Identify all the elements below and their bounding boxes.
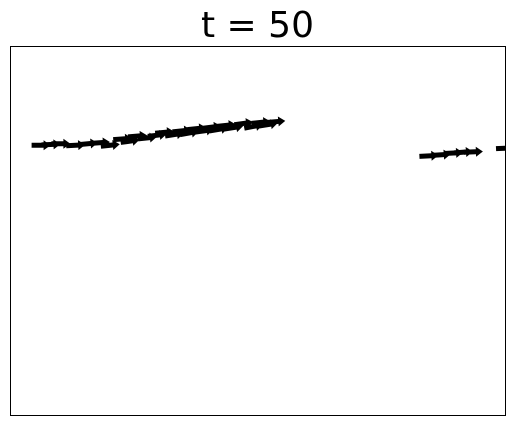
arrow-group-1 [31, 116, 286, 151]
arrow-marker [100, 140, 120, 150]
plot-title: t = 50 [201, 5, 314, 46]
arrow-marker [266, 116, 286, 127]
arrow-field [31, 116, 505, 161]
arrow-marker [495, 143, 505, 154]
plot-area [10, 46, 506, 416]
arrow-marker [51, 138, 71, 149]
arrow-group-2 [419, 143, 505, 161]
arrow-marker [463, 146, 483, 157]
